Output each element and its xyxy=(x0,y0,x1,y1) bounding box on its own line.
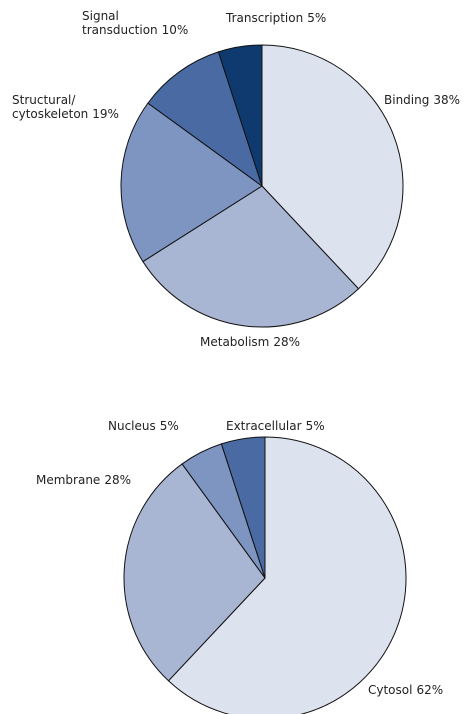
label-text: Cytosol 62% xyxy=(368,683,443,697)
value-label: 28% xyxy=(104,473,131,487)
pie-slice xyxy=(220,436,266,579)
slice-label: Cytosol 62% xyxy=(368,683,443,697)
category-label: Metabolism xyxy=(200,335,269,349)
slice-label: Extracellular 5% xyxy=(226,419,325,433)
category-label: Extracellular xyxy=(226,419,302,433)
label-text: Extracellular 5% xyxy=(226,419,325,433)
category-label: transduction xyxy=(82,23,158,37)
category-label: Transcription xyxy=(225,11,303,25)
slice-label: Nucleus 5% xyxy=(108,419,179,433)
pie-slice xyxy=(167,436,407,714)
label-text: Membrane 28% xyxy=(36,473,131,487)
value-label: 10% xyxy=(162,23,189,37)
pie-slice xyxy=(142,185,360,328)
pie-slice xyxy=(261,44,404,290)
value-label: 38% xyxy=(433,93,460,107)
label-text: Transcription 5% xyxy=(225,11,326,25)
label-text: Nucleus 5% xyxy=(108,419,179,433)
pie-slice xyxy=(120,102,263,263)
slice-label: Transcription 5% xyxy=(225,11,326,25)
slice-label: Signal transduction 10% xyxy=(82,9,188,37)
value-label: 28% xyxy=(273,335,300,349)
value-label: 5% xyxy=(307,11,326,25)
category-label: Signal xyxy=(82,9,119,23)
slice-label: Membrane 28% xyxy=(36,473,131,487)
label-text: Metabolism 28% xyxy=(200,335,300,349)
slice-label: Binding 38% xyxy=(384,93,460,107)
label-text: Binding 38% xyxy=(384,93,460,107)
value-label: 5% xyxy=(160,419,179,433)
pie-slice xyxy=(147,51,263,188)
slice-label: Metabolism 28% xyxy=(200,335,300,349)
category-label: Nucleus xyxy=(108,419,156,433)
category-label: Binding xyxy=(384,93,429,107)
value-label: 5% xyxy=(306,419,325,433)
label-text: Signal transduction 10% xyxy=(82,9,188,37)
slice-label: Structural/cytoskeleton 19% xyxy=(12,93,119,121)
category-label: Membrane xyxy=(36,473,100,487)
value-label: 62% xyxy=(416,683,443,697)
category-label: Cytosol xyxy=(368,683,412,697)
pie-slice xyxy=(123,463,266,682)
value-label: 19% xyxy=(92,107,119,121)
pie-slice xyxy=(217,44,263,187)
label-text: Structural/cytoskeleton 19% xyxy=(12,93,119,121)
category-label: Structural/ xyxy=(12,93,76,107)
category-label: cytoskeleton xyxy=(12,107,88,121)
